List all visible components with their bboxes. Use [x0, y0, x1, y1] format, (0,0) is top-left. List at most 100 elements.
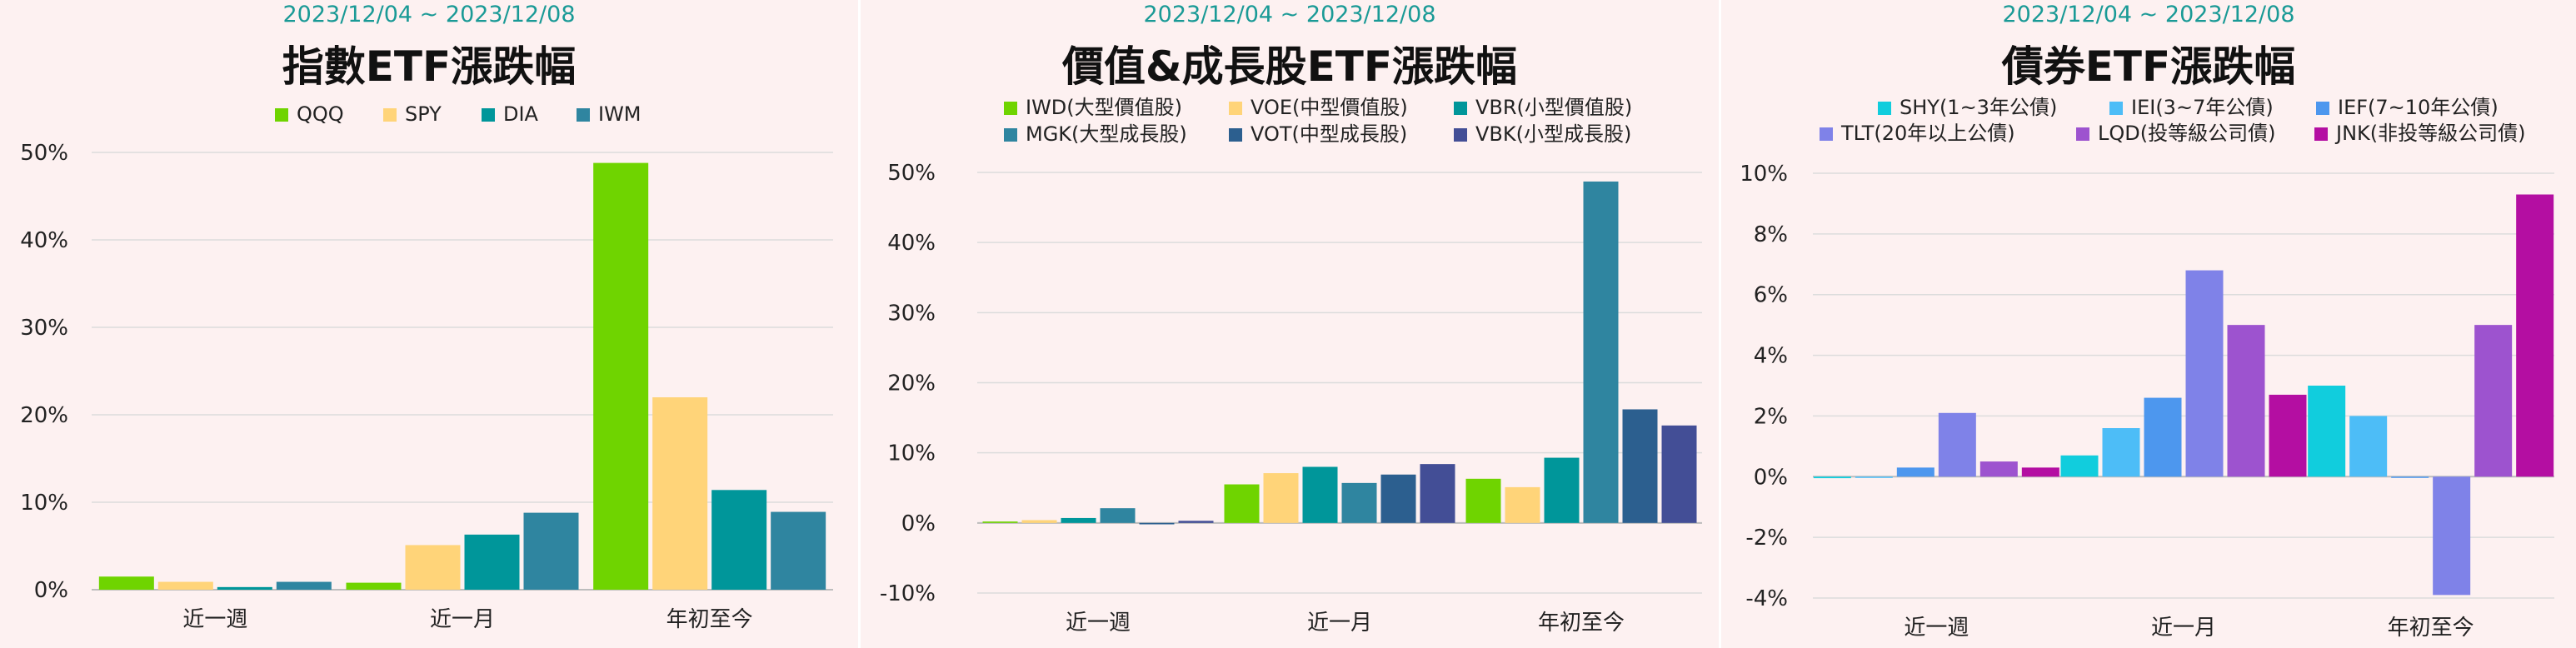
bar — [1100, 508, 1136, 523]
value-growth-etf-chart: -10% 0% 10% 20% 30% 40% 50% 近一週 近一月 年初至今 IWD(大型價值股… — [880, 96, 1702, 636]
bar — [2516, 194, 2554, 477]
chart-title: 債券ETF漲跌幅 — [2001, 42, 2296, 91]
legend-label: IEI(3~7年公債) — [2131, 96, 2274, 119]
y-tick-label: 20% — [887, 371, 936, 396]
bar — [276, 581, 332, 590]
bar — [652, 397, 708, 590]
y-tick-label: 4% — [1754, 344, 1788, 369]
legend-label: DIA — [503, 102, 539, 126]
legend-label: LQD(投等級公司債) — [2098, 122, 2275, 145]
bar — [98, 576, 154, 590]
bar — [1583, 181, 1619, 523]
bar — [1061, 517, 1096, 523]
y-tick-label: 0% — [34, 578, 68, 603]
bar — [2349, 416, 2388, 477]
legend-label: VBR(小型價值股) — [1475, 96, 1632, 119]
y-tick-label: 50% — [20, 141, 68, 166]
y-tick-label: 10% — [20, 491, 68, 516]
date-range: 2023/12/04 ~ 2023/12/08 — [1143, 2, 1436, 27]
legend-swatch — [275, 108, 288, 122]
bar — [1661, 425, 1697, 523]
bar — [2433, 476, 2471, 596]
bar — [2227, 325, 2265, 477]
y-tick-label: 50% — [887, 161, 936, 186]
x-tick-label: 近一週 — [1904, 616, 1969, 641]
bar — [2060, 455, 2099, 477]
chart-title: 指數ETF漲跌幅 — [282, 42, 577, 91]
bar — [1622, 409, 1658, 523]
bar — [1380, 474, 1416, 523]
legend-swatch — [482, 108, 495, 122]
y-tick-label: 10% — [887, 441, 936, 466]
y-tick-label: -4% — [1745, 586, 1788, 611]
legend-swatch — [1004, 102, 1017, 115]
x-tick-label: 近一月 — [1307, 611, 1372, 636]
bar — [2391, 476, 2429, 478]
legend-label: QQQ — [297, 102, 344, 126]
bar — [1813, 476, 1851, 479]
bar — [1979, 461, 2018, 477]
x-tick-label: 近一月 — [430, 607, 495, 632]
value-growth-etf-panel: 2023/12/04 ~ 2023/12/08 價值&成長股ETF漲跌幅 -10… — [861, 0, 1719, 648]
bar — [157, 581, 213, 590]
legend-swatch — [383, 108, 397, 122]
bar — [1178, 521, 1214, 523]
bar — [523, 512, 579, 590]
bar — [1420, 464, 1455, 523]
bar — [771, 511, 826, 590]
bar — [2144, 397, 2182, 477]
x-tick-label: 年初至今 — [666, 607, 753, 632]
legend-swatch — [2109, 102, 2123, 115]
chart-title: 價值&成長股ETF漲跌幅 — [1061, 42, 1518, 91]
bar — [464, 534, 520, 590]
y-tick-label: 30% — [887, 301, 936, 326]
bar — [346, 582, 402, 590]
bar — [1465, 478, 1501, 523]
legend-label: JNK(非投等級公司債) — [2334, 122, 2526, 145]
x-tick-label: 年初至今 — [1538, 611, 1625, 636]
bar — [217, 586, 272, 590]
legend-swatch — [2076, 127, 2089, 141]
bar — [405, 545, 461, 590]
bar — [1302, 466, 1338, 523]
bar — [1896, 467, 1934, 477]
y-tick-label: 0% — [1754, 465, 1788, 490]
y-tick-label: 8% — [1754, 222, 1788, 247]
index-etf-panel: 2023/12/04 ~ 2023/12/08 指數ETF漲跌幅 0% 10% 20… — [0, 0, 858, 648]
bar — [2308, 386, 2346, 477]
bond-etf-panel: 2023/12/04 ~ 2023/12/08 債券ETF漲跌幅 -4% -2% 0… — [1721, 0, 2576, 648]
y-tick-label: 30% — [20, 316, 68, 341]
bar — [1505, 486, 1540, 523]
legend-label: VOE(中型價值股) — [1251, 96, 1408, 119]
bar — [2021, 467, 2059, 477]
legend-label: VOT(中型成長股) — [1251, 122, 1407, 146]
bar — [1139, 522, 1175, 525]
legend-swatch — [577, 108, 590, 122]
legend-swatch — [1229, 128, 1242, 142]
bar — [593, 162, 649, 591]
legend-label: TLT(20年以上公債) — [1840, 122, 2015, 145]
y-tick-label: 6% — [1754, 283, 1788, 308]
date-range: 2023/12/04 ~ 2023/12/08 — [2002, 2, 2295, 27]
legend-swatch — [1454, 128, 1467, 142]
legend-label: VBK(小型成長股) — [1475, 122, 1631, 146]
bar — [1263, 473, 1299, 523]
bond-etf-chart: -4% -2% 0% 2% 4% 6% 8% 10% 近一週 近一月 年初至今 SHY(1~3年公債)… — [1740, 96, 2554, 641]
y-tick-label: 40% — [887, 231, 936, 256]
y-tick-label: 10% — [1740, 162, 1788, 187]
legend-label: MGK(大型成長股) — [1026, 122, 1187, 146]
bar — [1855, 476, 1893, 478]
y-tick-label: 20% — [20, 403, 68, 428]
legend-swatch — [1820, 127, 1833, 141]
date-range: 2023/12/04 ~ 2023/12/08 — [282, 2, 576, 27]
bar — [711, 490, 767, 590]
bar — [2185, 270, 2224, 477]
legend-swatch — [2316, 102, 2329, 115]
bar — [2102, 428, 2140, 477]
legend-swatch — [1229, 102, 1242, 115]
legend-label: SHY(1~3年公債) — [1900, 96, 2057, 119]
index-etf-chart: 0% 10% 20% 30% 40% 50% 近一週 近一月 年初至今 QQQ SPY DIA IWM — [20, 102, 833, 632]
y-tick-label: 0% — [901, 511, 936, 536]
legend-label: IWD(大型價值股) — [1026, 96, 1182, 119]
